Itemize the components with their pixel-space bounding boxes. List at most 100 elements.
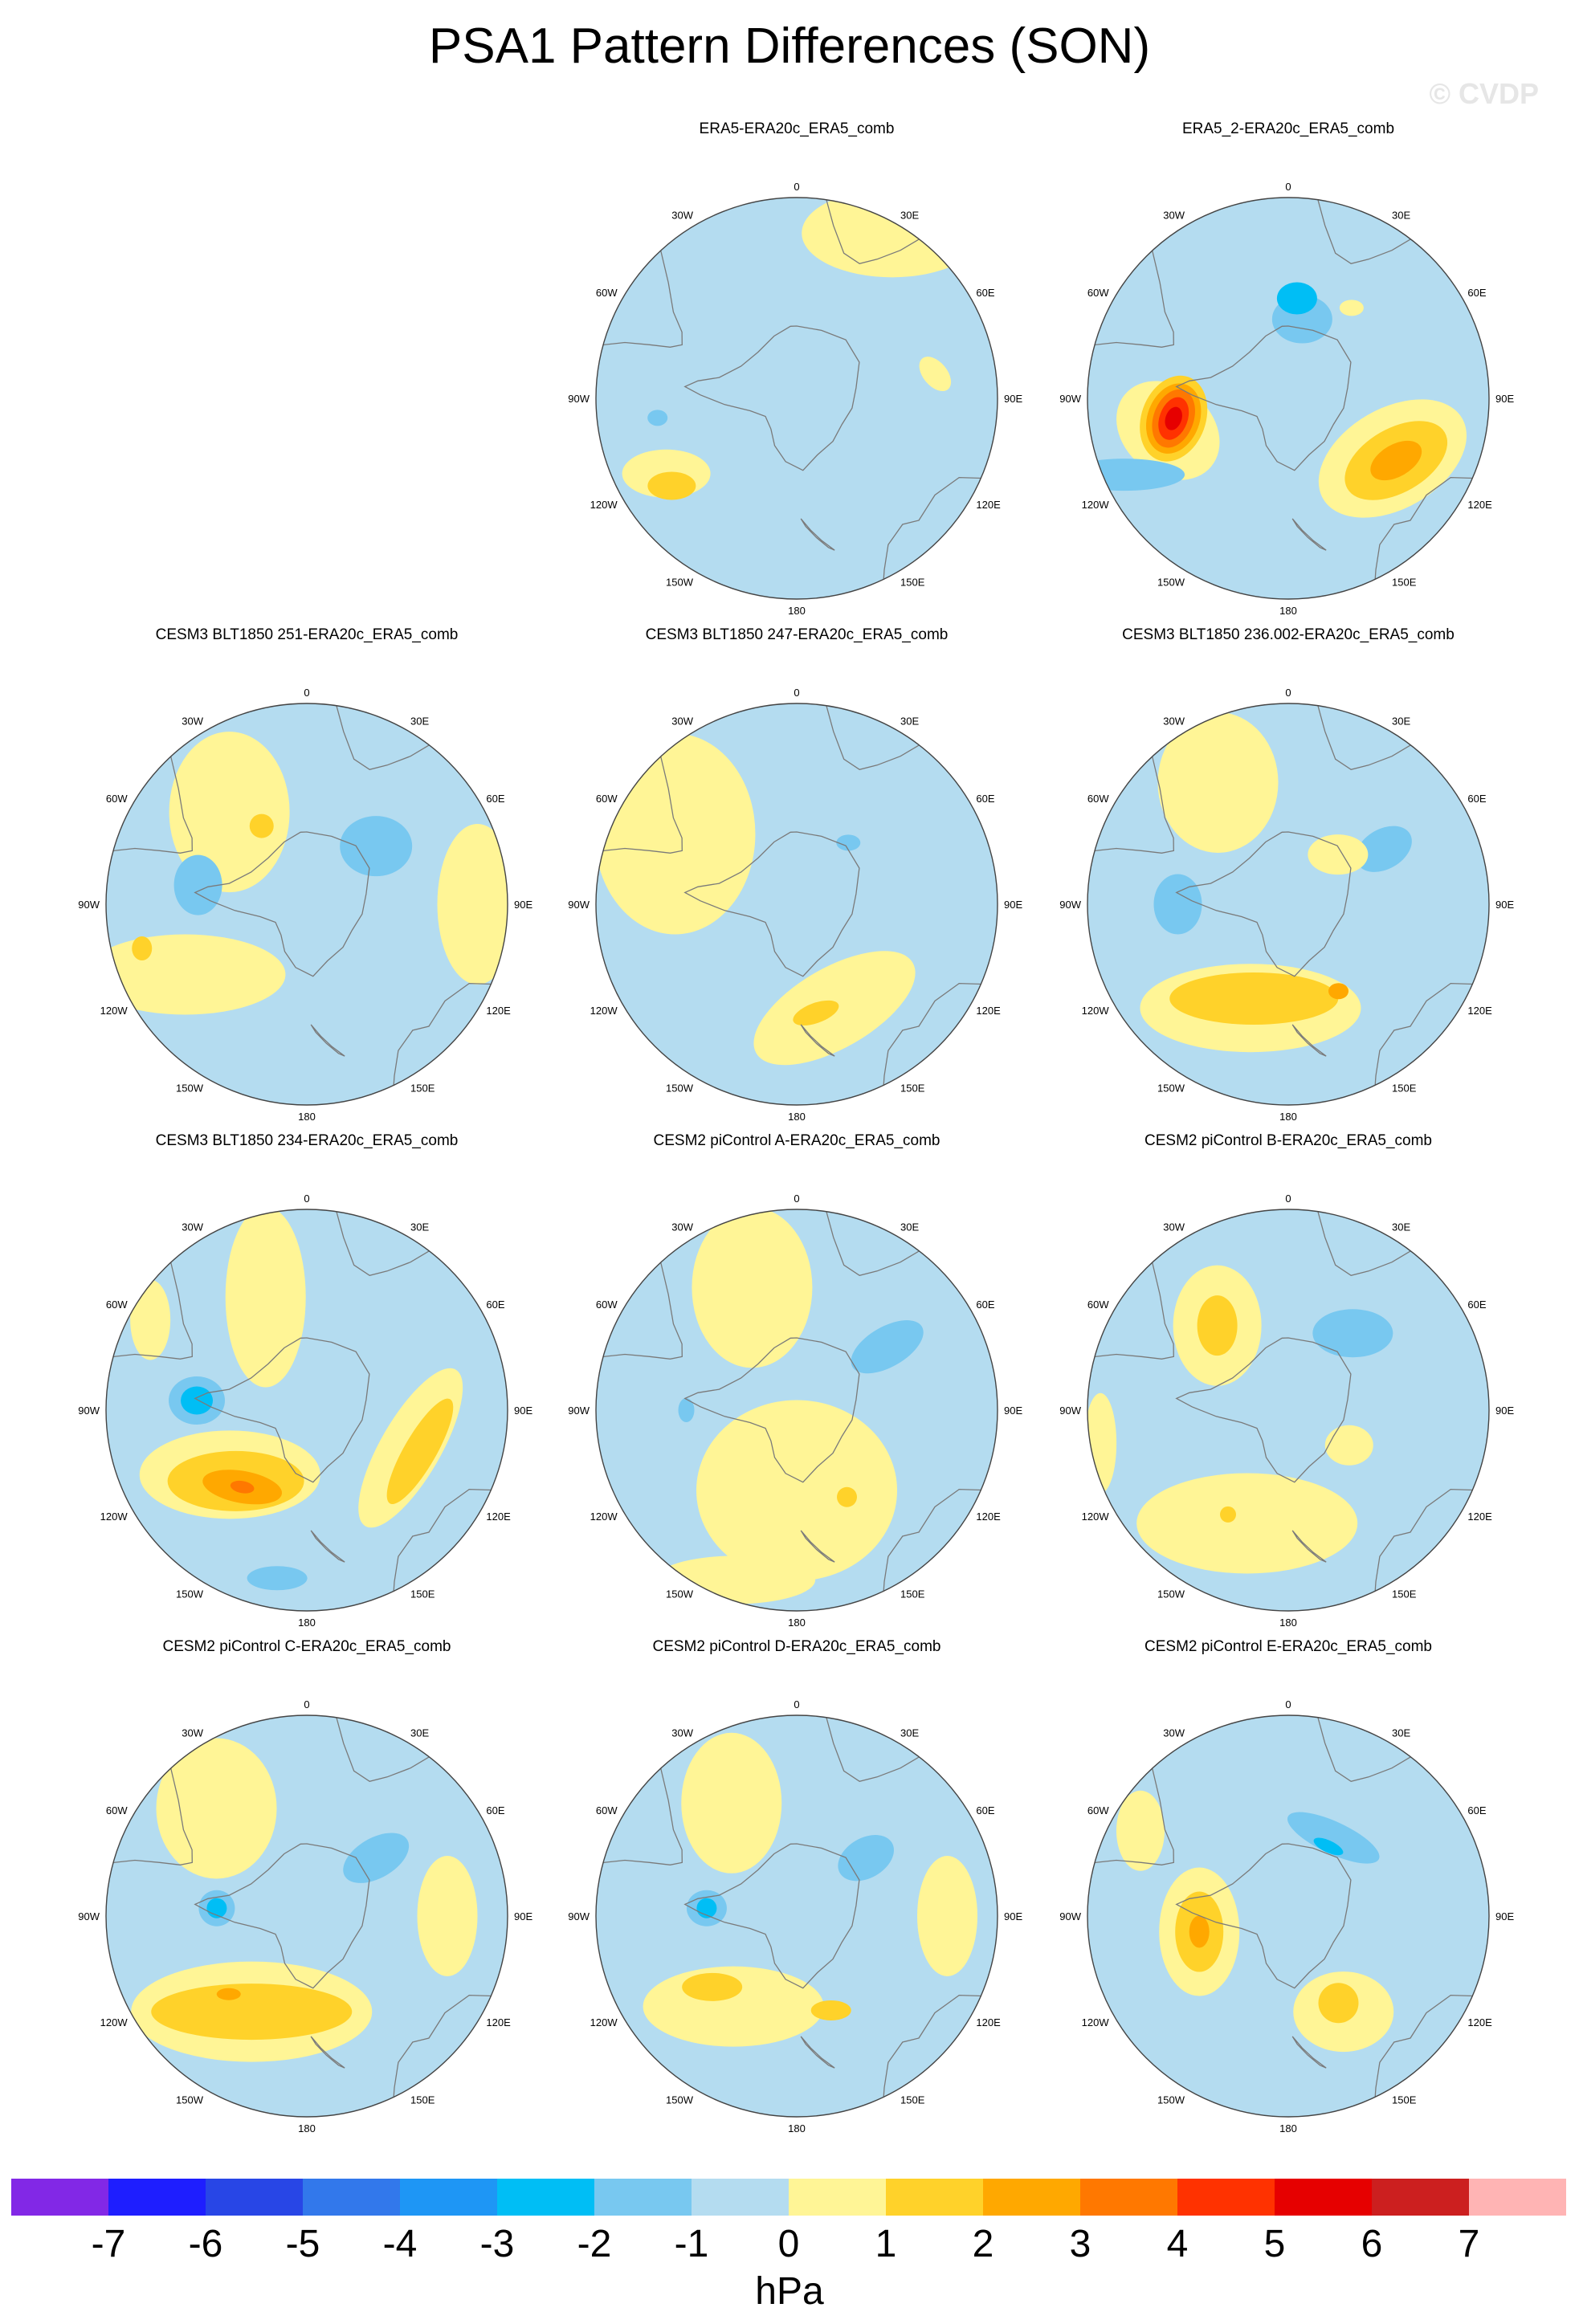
coastline	[598, 246, 683, 348]
lon-label: 90E	[514, 1910, 532, 1922]
lon-label: 90W	[1059, 1405, 1081, 1417]
contour-region	[181, 1386, 214, 1415]
lon-label: 60W	[596, 287, 618, 299]
lon-label: 0	[1285, 687, 1291, 699]
lon-label: 90W	[1059, 899, 1081, 911]
lon-label: 30E	[1392, 1727, 1410, 1739]
contour-region	[151, 1984, 353, 2041]
lon-label: 120W	[590, 499, 618, 511]
lon-label: 30E	[900, 209, 919, 221]
lon-label: 0	[304, 1698, 309, 1710]
panel-title: CESM2 piControl C-ERA20c_ERA5_comb	[162, 1638, 451, 1655]
coastline	[824, 1715, 924, 1783]
lon-label: 90W	[78, 1405, 100, 1417]
lon-label: 30E	[1392, 1221, 1410, 1233]
lon-label: 30W	[671, 715, 693, 727]
lon-label: 150E	[1392, 2094, 1417, 2106]
lon-label: 150W	[666, 577, 694, 589]
coastline	[1175, 1337, 1352, 1483]
lon-label: 150E	[1392, 577, 1417, 589]
lon-label: 120E	[976, 499, 1001, 511]
lon-label: 180	[298, 1617, 316, 1629]
colorbar-segment	[400, 2179, 498, 2216]
contour-region	[343, 1833, 410, 1883]
lon-label: 60W	[1087, 1299, 1109, 1311]
lon-label: 120E	[486, 1511, 511, 1523]
coastline	[683, 1337, 860, 1483]
colorbar-segment	[1469, 2179, 1566, 2216]
lon-label: 60E	[976, 287, 994, 299]
lon-label: 60E	[486, 793, 504, 805]
colorbar-segment	[594, 2179, 692, 2216]
coastline	[310, 2036, 345, 2069]
lon-label: 30E	[1392, 209, 1410, 221]
lon-label: 150W	[666, 1588, 694, 1600]
coastline	[883, 1994, 985, 2102]
map-outline	[1087, 1714, 1490, 2118]
lon-label: 150W	[666, 2094, 694, 2106]
coastline	[824, 1209, 924, 1277]
lon-label: 180	[788, 2122, 806, 2134]
colorbar-tick-label: 7	[1458, 2223, 1480, 2265]
coastline	[310, 1024, 345, 1057]
lon-label: 0	[304, 1193, 309, 1205]
contour-region	[1153, 874, 1202, 935]
coastline	[598, 752, 683, 854]
lon-label: 0	[1285, 181, 1291, 193]
lon-label: 120W	[590, 1005, 618, 1017]
coastline	[800, 1530, 835, 1563]
contour-region	[230, 1480, 255, 1494]
lon-label: 120W	[1082, 1005, 1110, 1017]
coastline	[1175, 325, 1352, 471]
lon-label: 120E	[486, 2016, 511, 2028]
lon-label: 30W	[1163, 209, 1185, 221]
colorbar-segment	[789, 2179, 887, 2216]
lon-label: 90W	[1059, 1910, 1081, 1922]
coastline	[393, 982, 496, 1091]
colorbar-tick-label: -3	[479, 2223, 515, 2265]
colorbar-segment	[303, 2179, 401, 2216]
lon-label: 60E	[976, 1804, 994, 1816]
coastline	[683, 831, 860, 977]
map-background	[1087, 1715, 1489, 2117]
colorbar-segment	[497, 2179, 595, 2216]
coastline	[1374, 476, 1477, 585]
lon-label: 180	[788, 605, 806, 617]
colorbar-segment	[1372, 2179, 1470, 2216]
coastline	[824, 198, 924, 265]
lon-label: 120E	[486, 1005, 511, 1017]
coastline	[334, 703, 434, 771]
lon-label: 60W	[1087, 287, 1109, 299]
contour-region	[919, 357, 952, 392]
lon-label: 60E	[1467, 793, 1486, 805]
contour-region	[681, 1732, 782, 1873]
lon-label: 60W	[596, 1804, 618, 1816]
coastline	[1316, 1715, 1415, 1783]
colorbar-segment	[983, 2179, 1081, 2216]
lon-label: 30W	[182, 715, 203, 727]
polar-map: 0 30E 60E 90E 120E 150E 180 150W 120W 90W 60W 30W	[568, 181, 1022, 617]
lon-label: 60E	[976, 1299, 994, 1311]
contour-region	[596, 733, 756, 935]
coastline	[310, 1530, 345, 1563]
lon-label: 150E	[410, 1588, 435, 1600]
polar-map: 0 30E 60E 90E 120E 150E 180 150W 120W 90W 60W 30W	[568, 687, 1022, 1123]
lon-label: 90E	[1004, 1405, 1022, 1417]
coastline	[1291, 1530, 1327, 1563]
contour-region	[1189, 1915, 1210, 1948]
colorbar-tick-label: -6	[188, 2223, 223, 2265]
lon-label: 150W	[176, 1082, 204, 1095]
lon-label: 120W	[100, 2016, 129, 2028]
lon-label: 180	[1279, 1617, 1297, 1629]
lon-label: 90W	[568, 899, 590, 911]
lon-label: 180	[788, 1617, 806, 1629]
contour-region	[1287, 1812, 1380, 1864]
lon-label: 150W	[176, 2094, 204, 2106]
panel-title: CESM3 BLT1850 251-ERA20c_ERA5_comb	[155, 626, 459, 643]
panel-title: CESM2 piControl E-ERA20c_ERA5_comb	[1144, 1638, 1432, 1655]
colorbar-segment	[108, 2179, 206, 2216]
lon-label: 180	[298, 1111, 316, 1123]
lon-label: 120W	[100, 1511, 129, 1523]
lon-label: 30W	[671, 1727, 693, 1739]
contour-region	[249, 813, 274, 838]
